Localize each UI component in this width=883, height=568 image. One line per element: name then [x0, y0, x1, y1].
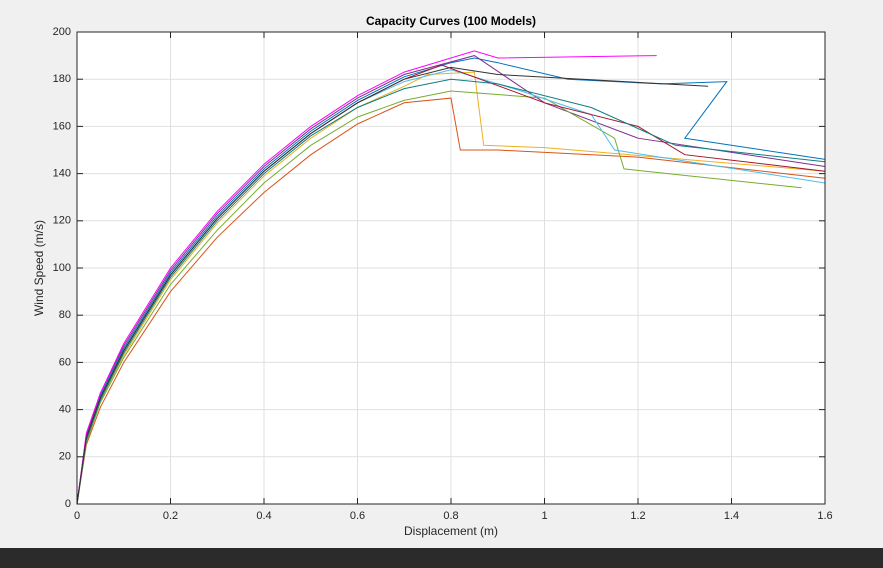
chart-title: Capacity Curves (100 Models): [366, 14, 536, 28]
y-axis-label: Wind Speed (m/s): [32, 220, 46, 316]
capacity-curve: [76, 78, 826, 505]
y-tick-label: 40: [59, 404, 71, 416]
y-tick-label: 200: [53, 26, 71, 38]
y-tick-label: 120: [53, 215, 71, 227]
capacity-curve: [76, 90, 802, 505]
x-tick-label: 0: [74, 510, 80, 522]
x-tick-label: 1: [541, 510, 547, 522]
x-tick-label: 1.4: [724, 510, 739, 522]
y-tick-label: 140: [53, 168, 71, 180]
x-tick-label: 0.2: [163, 510, 178, 522]
y-tick-label: 80: [59, 309, 71, 321]
y-tick-label: 0: [65, 498, 71, 510]
y-tick-label: 160: [53, 120, 71, 132]
x-tick-label: 0.4: [256, 510, 271, 522]
x-tick-label: 0.6: [350, 510, 365, 522]
capacity-curve: [76, 57, 826, 505]
y-tick-label: 100: [53, 262, 71, 274]
capacity-curve: [76, 50, 657, 505]
x-axis-label: Displacement (m): [404, 524, 498, 538]
y-tick-label: 60: [59, 356, 71, 368]
taskbar: [0, 548, 883, 568]
capacity-curve: [76, 97, 826, 505]
y-tick-label: 180: [53, 73, 71, 85]
x-tick-label: 1.6: [817, 510, 832, 522]
y-tick-label: 20: [59, 451, 71, 463]
x-tick-label: 1.2: [630, 510, 645, 522]
capacity-curve: [76, 66, 709, 505]
x-tick-label: 0.8: [443, 510, 458, 522]
